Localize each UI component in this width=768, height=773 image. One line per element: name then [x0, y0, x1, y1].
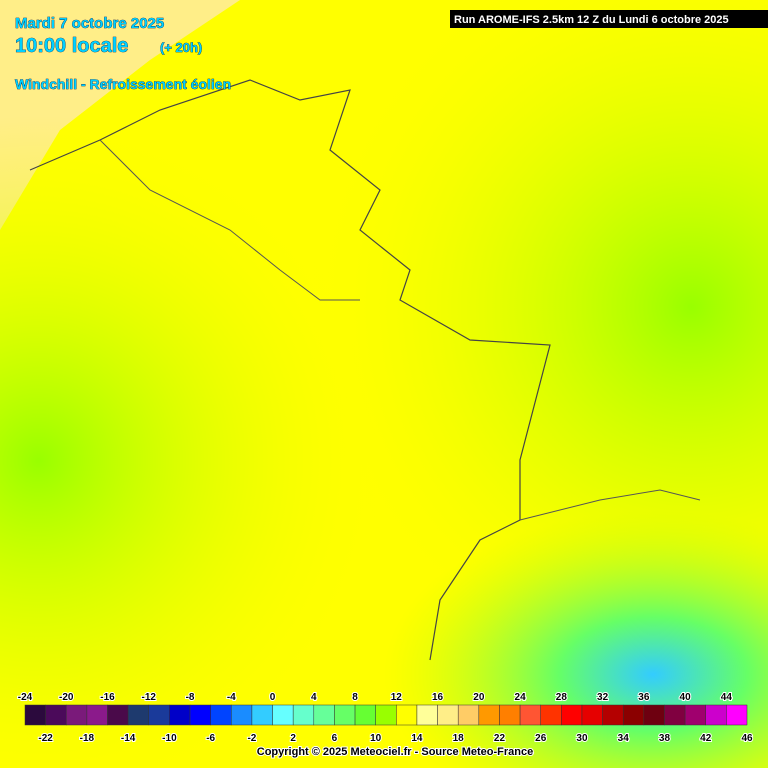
legend-swatch [726, 704, 748, 726]
run-box [450, 10, 768, 28]
relief [0, 300, 768, 768]
legend-label: -2 [247, 733, 256, 744]
legend-swatch [499, 704, 521, 726]
legend-swatch [396, 704, 418, 726]
parameter: Windchill - Refroissement éolien [15, 76, 231, 92]
legend-swatch [66, 704, 88, 726]
legend-label: 36 [638, 692, 650, 703]
legend-label: -8 [186, 692, 195, 703]
legend-label: -18 [80, 733, 95, 744]
legend-swatch [622, 704, 645, 726]
legend-label: 4 [311, 692, 317, 703]
legend-label: 42 [700, 733, 712, 744]
legend-swatch [478, 704, 500, 726]
legend-label: -12 [142, 692, 157, 703]
legend-swatch [210, 704, 232, 726]
legend-swatch [251, 704, 273, 726]
legend-swatch [705, 704, 727, 726]
legend-label: -6 [206, 733, 215, 744]
legend-label: 28 [556, 692, 568, 703]
legend-swatch [313, 704, 335, 726]
run-label: Run AROME-IFS 2.5km 12 Z du Lundi 6 octo… [454, 14, 729, 26]
legend-label: 34 [618, 733, 630, 744]
legend-swatch [581, 704, 603, 726]
legend-swatch [189, 704, 211, 726]
legend-label: 18 [453, 733, 465, 744]
legend-label: 38 [659, 733, 671, 744]
legend-swatch [272, 704, 294, 726]
legend-label: 24 [515, 692, 527, 703]
legend-swatch [354, 704, 376, 726]
legend-label: -4 [227, 692, 236, 703]
legend-swatch [457, 704, 480, 726]
legend-label: 40 [680, 692, 692, 703]
legend-swatch [684, 704, 706, 726]
legend-label: 26 [535, 733, 547, 744]
legend-swatch [375, 704, 397, 726]
legend-swatch [169, 704, 191, 726]
copyright: Copyright © 2025 Meteociel.fr - Source M… [257, 746, 533, 758]
legend-swatch [45, 704, 67, 726]
legend-label: 44 [721, 692, 733, 703]
time: 10:00 locale [15, 35, 128, 57]
legend-label: 12 [391, 692, 403, 703]
legend-label: 6 [332, 733, 338, 744]
legend-swatch [602, 704, 624, 726]
legend-swatch [292, 704, 315, 726]
legend-label: -14 [121, 733, 136, 744]
legend-label: 22 [494, 733, 506, 744]
legend-label: -24 [18, 692, 33, 703]
border [29, 79, 551, 661]
legend-swatch [664, 704, 686, 726]
legend-label: 30 [576, 733, 588, 744]
legend-swatch [334, 704, 356, 726]
legend-swatch [148, 704, 170, 726]
lead: (+ 20h) [160, 40, 202, 55]
legend-swatch [231, 704, 253, 726]
border [99, 139, 701, 521]
legend-swatch [643, 704, 665, 726]
legend-label: -16 [100, 692, 115, 703]
legend-swatch [24, 704, 46, 726]
legend-label: 0 [270, 692, 276, 703]
legend-label: 2 [290, 733, 296, 744]
legend-label: -10 [162, 733, 177, 744]
legend-swatch [127, 704, 150, 726]
date: Mardi 7 octobre 2025 [15, 15, 164, 32]
legend-label: 10 [370, 733, 382, 744]
legend-swatch [540, 704, 562, 726]
legend-swatch [107, 704, 129, 726]
legend-swatch [86, 704, 108, 726]
legend-label: -20 [59, 692, 74, 703]
legend-swatch [416, 704, 438, 726]
legend-swatch [561, 704, 583, 726]
legend-label: -22 [38, 733, 53, 744]
legend-label: 8 [352, 692, 358, 703]
legend-label: 46 [741, 733, 753, 744]
legend-swatch [437, 704, 459, 726]
legend-label: 16 [432, 692, 444, 703]
legend-label: 14 [411, 733, 423, 744]
legend-label: 32 [597, 692, 609, 703]
legend-label: 20 [473, 692, 485, 703]
legend-swatch [519, 704, 541, 726]
